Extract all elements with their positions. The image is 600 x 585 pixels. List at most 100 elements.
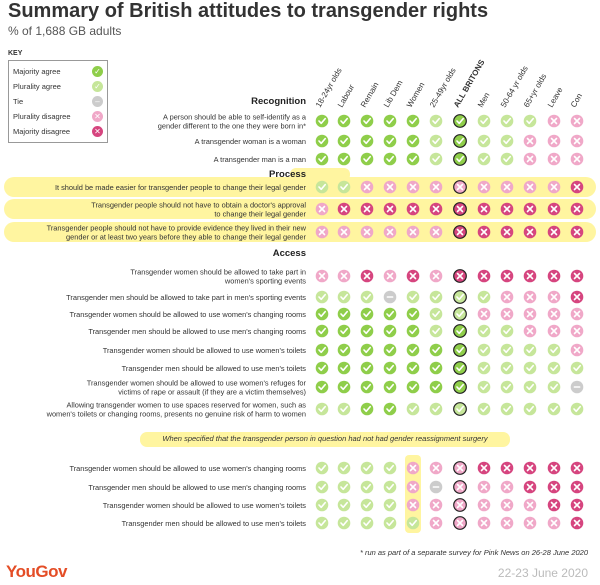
status-dot [406,152,420,166]
status-dot [315,225,329,239]
status-dot [547,290,561,304]
check-icon [480,155,488,163]
check-icon [340,310,348,318]
cross-icon [526,205,534,213]
cross-icon [573,228,581,236]
check-icon [318,310,326,318]
status-dot [523,152,537,166]
check-icon [456,383,464,391]
cross-icon [409,464,417,472]
status-dot [570,307,584,321]
status-dot [429,324,443,338]
status-dot [383,498,397,512]
check-icon [363,483,371,491]
check-icon [363,501,371,509]
check-icon [363,293,371,301]
status-dot [360,202,374,216]
cross-icon [456,205,464,213]
status-dot [337,225,351,239]
status-dot [337,461,351,475]
check-icon [318,293,326,301]
status-dot [337,269,351,283]
status-dot [315,380,329,394]
cross-icon [526,183,534,191]
row-label: women's toilets or changing rooms, prese… [46,410,306,419]
status-dot [547,180,561,194]
cross-icon: ✕ [92,111,103,122]
status-dot [429,516,443,530]
check-icon [386,310,394,318]
status-dot [500,380,514,394]
status-dot [523,402,537,416]
cross-icon [573,183,581,191]
status-dot [360,225,374,239]
status-dot [547,269,561,283]
status-dot [500,480,514,494]
status-dot [477,380,491,394]
legend-label: Plurality agree [13,82,61,91]
check-icon [480,327,488,335]
status-dot [337,343,351,357]
check-icon [526,405,534,413]
cross-icon [432,519,440,527]
legend-item-majority-agree: Majority agree ✓ [13,64,103,79]
check-icon [456,137,464,145]
row-label: Transgender women should be allowed to u… [69,464,306,473]
status-dot [406,134,420,148]
status-dot [477,516,491,530]
cross-icon [386,228,394,236]
cross-icon [573,293,581,301]
status-dot [570,114,584,128]
status-dot [315,290,329,304]
cross-icon [480,464,488,472]
check-icon: ✓ [92,66,103,77]
section-title: Recognition [251,96,306,107]
status-dot [429,225,443,239]
check-icon [363,155,371,163]
status-dot [429,269,443,283]
check-icon [480,383,488,391]
status-dot [406,480,420,494]
column-header: Women [405,81,427,109]
status-dot [570,461,584,475]
check-icon [340,117,348,125]
status-dot [453,480,467,494]
cross-icon [456,228,464,236]
status-dot [547,380,561,394]
status-dot [477,461,491,475]
row-label: A transgender woman is a woman [195,137,306,146]
cross-icon [456,519,464,527]
legend-label: Majority agree [13,67,61,76]
status-dot [500,290,514,304]
check-icon [456,293,464,301]
cross-icon [550,464,558,472]
status-dot [547,516,561,530]
cross-icon [526,228,534,236]
cross-icon [318,272,326,280]
cross-icon [480,501,488,509]
check-icon [503,137,511,145]
status-dot [453,324,467,338]
status-dot [337,480,351,494]
check-icon [363,310,371,318]
dash-icon: – [92,96,103,107]
status-dot [477,152,491,166]
cross-icon [526,137,534,145]
status-dot [547,114,561,128]
cross-icon [432,183,440,191]
check-icon [432,293,440,301]
status-dot [547,202,561,216]
status-dot [523,461,537,475]
status-dot [337,307,351,321]
cross-icon [480,519,488,527]
status-dot [523,180,537,194]
status-dot [383,114,397,128]
row-label: A person should be able to self-identify… [163,113,307,122]
cross-icon [573,205,581,213]
status-dot [360,498,374,512]
cross-icon [503,464,511,472]
cross-icon [526,519,534,527]
status-dot [523,290,537,304]
row-label: gender different to the one they were bo… [158,122,306,131]
check-icon [340,464,348,472]
